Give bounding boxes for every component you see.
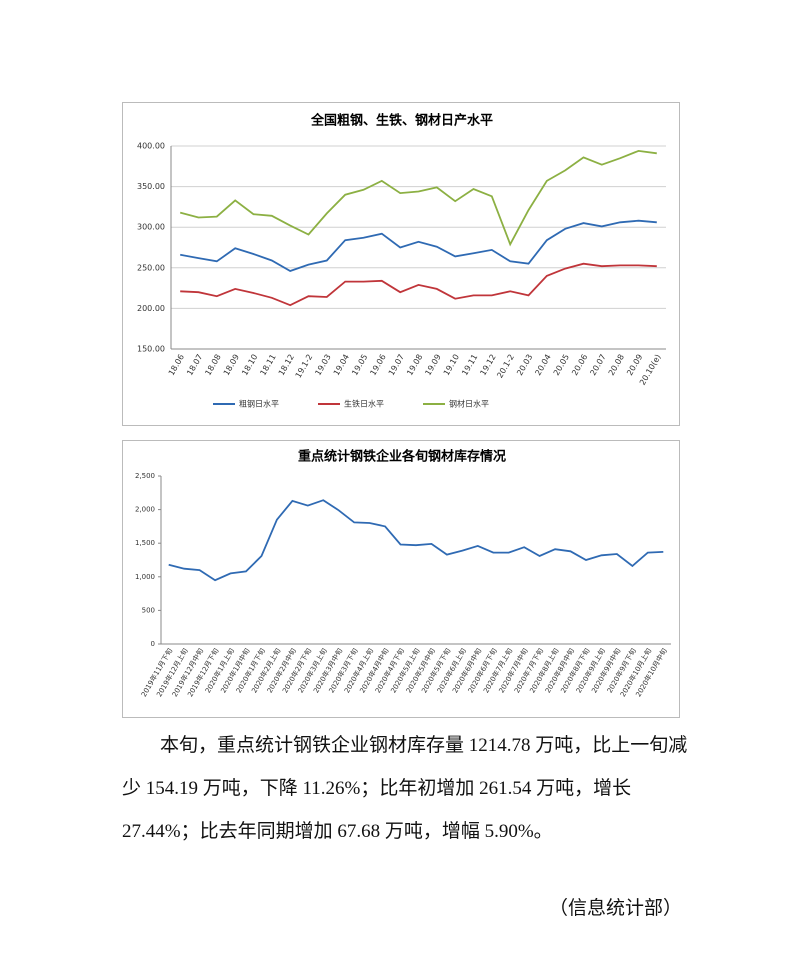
y-tick-label: 1,500 — [135, 539, 155, 547]
x-tick-label: 18.06 — [167, 353, 186, 377]
x-tick-label: 20.03 — [515, 353, 534, 377]
x-tick-label: 19.05 — [350, 353, 369, 377]
legend-label: 粗钢日水平 — [239, 399, 279, 409]
line — [180, 219, 657, 272]
chart-title: 重点统计钢铁企业各旬钢材库存情况 — [298, 449, 506, 465]
y-tick-label: 250.00 — [137, 263, 165, 272]
y-tick-label: 1,000 — [135, 573, 155, 581]
x-tick-label: 19.10 — [442, 353, 461, 377]
x-tick-label: 20.09 — [625, 353, 644, 377]
y-tick-label: 2,000 — [135, 506, 155, 514]
y-tick-label: 300.00 — [137, 223, 165, 232]
y-tick-label: 0 — [151, 640, 155, 648]
x-tick-label: 19.1-2 — [294, 353, 315, 380]
x-tick-label: 18.12 — [277, 353, 296, 377]
x-tick-label: 18.07 — [185, 353, 204, 377]
x-tick-label: 19.04 — [332, 353, 351, 377]
y-tick-label: 500 — [142, 606, 155, 614]
x-tick-label: 19.03 — [313, 353, 332, 377]
x-tick-label: 19.11 — [460, 353, 479, 377]
x-tick-label: 18.09 — [222, 353, 241, 377]
legend-label: 生铁日水平 — [344, 399, 384, 409]
x-tick-label: 19.06 — [368, 353, 387, 377]
x-tick-label: 18.08 — [203, 353, 222, 377]
line — [179, 149, 657, 247]
x-tick-label: 18.11 — [258, 353, 277, 377]
department: （信息统计部） — [548, 898, 682, 919]
chart: 全国粗钢、生铁、钢材日产水平 150.00 200.00 250.00 300.00 35… — [122, 102, 680, 426]
x-tick-label: 20.1-2 — [495, 353, 516, 380]
y-tick-label: 200.00 — [137, 304, 165, 313]
x-tick-label: 20.05 — [552, 353, 571, 377]
x-tick-label: 20.08 — [607, 353, 626, 377]
paragraph: 本旬，重点统计钢铁企业钢材库存量 1214.78 万吨，比上一旬减少 154.1… — [122, 735, 688, 842]
y-tick-label: 350.00 — [137, 182, 165, 191]
legend-label: 钢材日水平 — [449, 399, 489, 409]
x-tick-label: 19.08 — [405, 353, 424, 377]
line — [168, 499, 664, 582]
x-tick-label: 20.07 — [588, 353, 607, 377]
chart: 重点统计钢铁企业各旬钢材库存情况 0 500 1,000 1,500 2,000 2,500… — [122, 440, 680, 718]
y-tick-label: 150.00 — [137, 345, 165, 354]
x-tick-label: 18.10 — [240, 353, 259, 377]
x-tick-label: 19.09 — [423, 353, 442, 377]
y-tick-label: 400.00 — [137, 142, 165, 151]
x-tick-label: 19.07 — [387, 353, 406, 377]
chart-title: 全国粗钢、生铁、钢材日产水平 — [310, 113, 493, 129]
x-tick-label: 20.06 — [570, 353, 589, 377]
y-tick-label: 2,500 — [135, 472, 155, 480]
line — [180, 262, 657, 307]
x-tick-label: 20.04 — [533, 353, 552, 377]
x-tick-label: 19.12 — [478, 353, 497, 377]
